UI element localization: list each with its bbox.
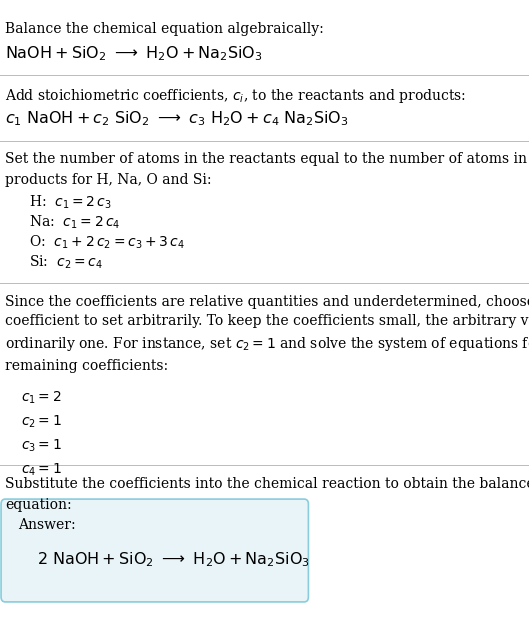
Text: $\mathrm{NaOH + SiO_2 \ \longrightarrow \ H_2O + Na_2SiO_3}$: $\mathrm{NaOH + SiO_2 \ \longrightarrow … xyxy=(5,44,263,63)
FancyBboxPatch shape xyxy=(1,499,308,602)
Text: Answer:: Answer: xyxy=(19,518,76,532)
Text: $\mathrm{2\ NaOH + SiO_2 \ \longrightarrow \ H_2O + Na_2SiO_3}$: $\mathrm{2\ NaOH + SiO_2 \ \longrightarr… xyxy=(37,551,310,569)
Text: Na:  $c_1 = 2\, c_4$: Na: $c_1 = 2\, c_4$ xyxy=(29,213,121,231)
Text: Since the coefficients are relative quantities and underdetermined, choose a
coe: Since the coefficients are relative quan… xyxy=(5,295,529,373)
Text: products for H, Na, O and Si:: products for H, Na, O and Si: xyxy=(5,173,212,187)
Text: Balance the chemical equation algebraically:: Balance the chemical equation algebraica… xyxy=(5,22,324,36)
Text: Set the number of atoms in the reactants equal to the number of atoms in the: Set the number of atoms in the reactants… xyxy=(5,152,529,166)
Text: $c_1 \mathrm{\ NaOH} + c_2 \mathrm{\ SiO_2 \ \longrightarrow \ } c_3 \mathrm{\ H: $c_1 \mathrm{\ NaOH} + c_2 \mathrm{\ SiO… xyxy=(5,109,349,128)
Text: $c_4 = 1$: $c_4 = 1$ xyxy=(21,461,62,478)
Text: Si:  $c_2 = c_4$: Si: $c_2 = c_4$ xyxy=(29,253,103,271)
Text: $c_1 = 2$: $c_1 = 2$ xyxy=(21,390,62,406)
Text: H:  $c_1 = 2\, c_3$: H: $c_1 = 2\, c_3$ xyxy=(29,193,112,211)
Text: $c_3 = 1$: $c_3 = 1$ xyxy=(21,438,62,454)
Text: O:  $c_1 + 2\, c_2 = c_3 + 3\, c_4$: O: $c_1 + 2\, c_2 = c_3 + 3\, c_4$ xyxy=(29,233,185,251)
Text: equation:: equation: xyxy=(5,498,72,512)
Text: Substitute the coefficients into the chemical reaction to obtain the balanced: Substitute the coefficients into the che… xyxy=(5,477,529,490)
Text: $c_2 = 1$: $c_2 = 1$ xyxy=(21,414,62,430)
Text: Add stoichiometric coefficients, $c_i$, to the reactants and products:: Add stoichiometric coefficients, $c_i$, … xyxy=(5,87,467,105)
